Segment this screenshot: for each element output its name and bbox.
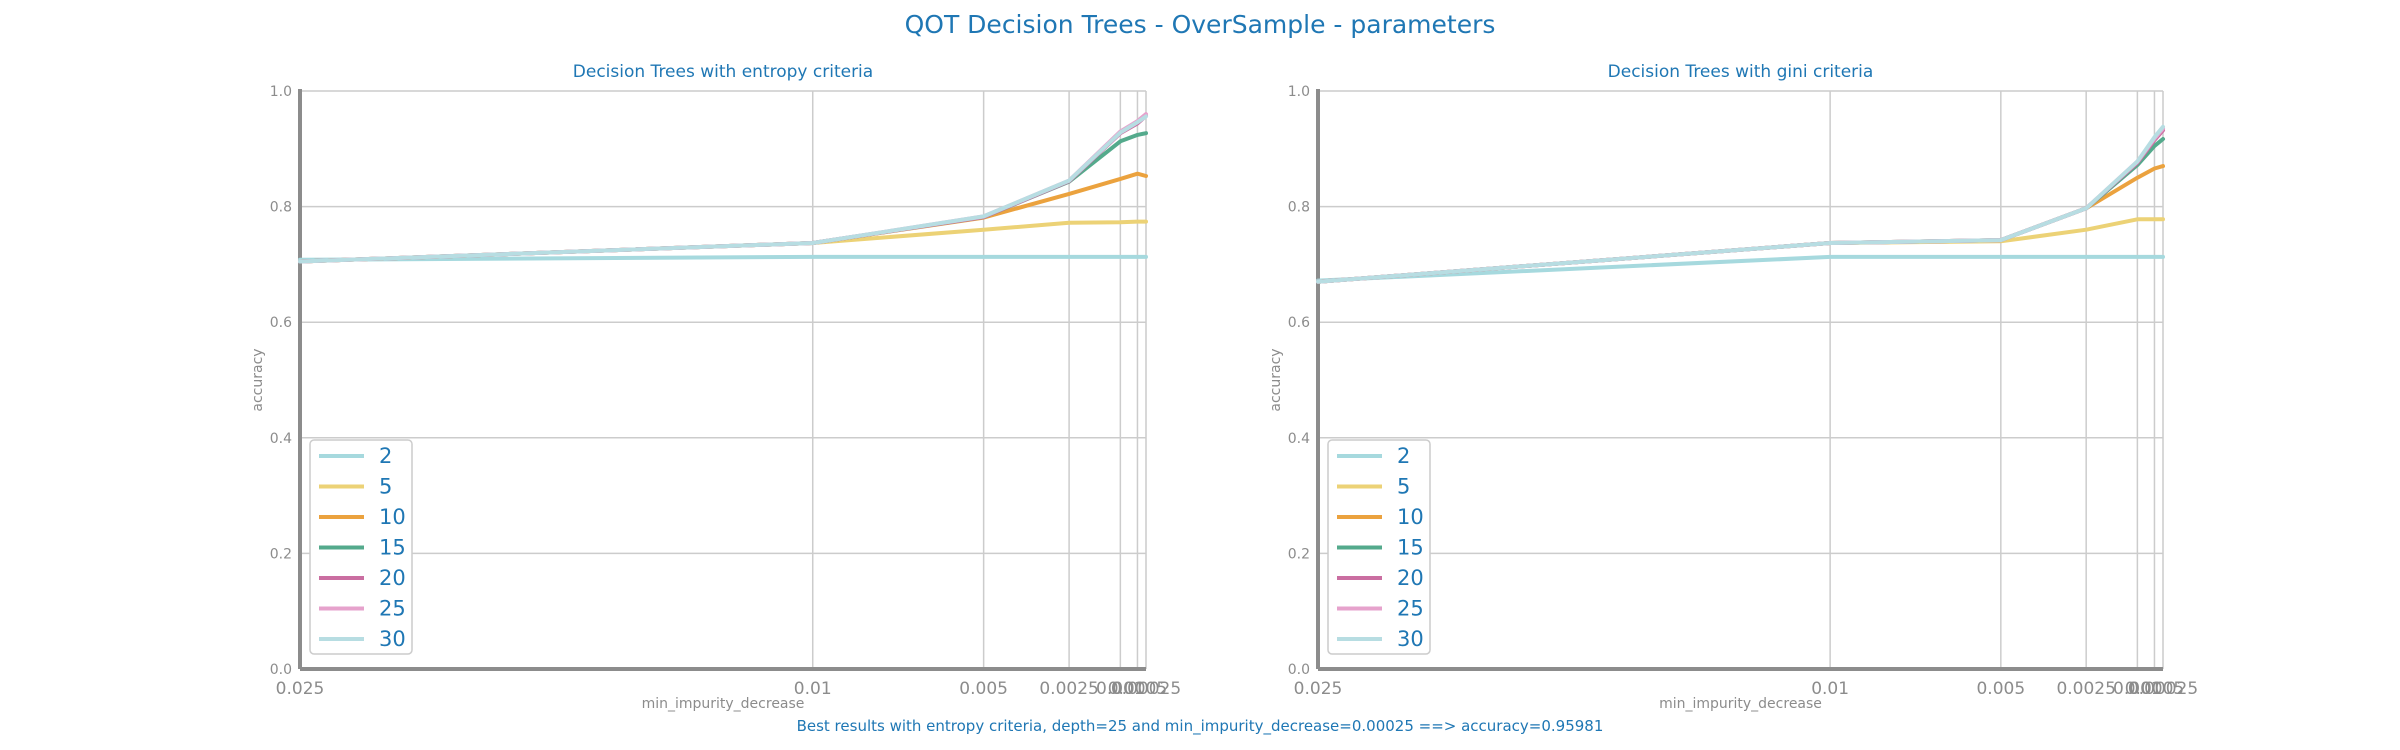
y-tick-label: 0.8 (270, 200, 292, 216)
legend-label-10: 10 (1397, 505, 1424, 529)
legend-label-25: 25 (379, 597, 406, 621)
x-tick-label: 0.00025 (2128, 679, 2198, 699)
chart-title: Decision Trees with entropy criteria (573, 62, 873, 82)
legend-label-30: 30 (379, 627, 406, 651)
legend-label-20: 20 (379, 566, 406, 590)
x-tick-label: 0.025 (1294, 679, 1343, 699)
legend-label-5: 5 (379, 475, 392, 499)
y-tick-label: 0.8 (1288, 200, 1310, 216)
x-tick-label: 0.001 (1096, 679, 1145, 699)
legend-label-20: 20 (1397, 566, 1424, 590)
x-axis-label: min_impurity_decrease (1659, 696, 1822, 712)
y-tick-label: 0.4 (1288, 431, 1310, 447)
y-tick-label: 0.2 (1288, 546, 1310, 562)
x-tick-label: 0.025 (276, 679, 325, 699)
legend-label-2: 2 (1397, 444, 1410, 468)
chart-panel-2: Decision Trees with gini criteria 0.0 0.2 0… (1268, 62, 2198, 712)
x-axis-label: min_impurity_decrease (642, 696, 805, 712)
y-tick-label: 0.4 (270, 431, 292, 447)
legend-label-15: 15 (1397, 536, 1424, 560)
chart-panel-1: Decision Trees with entropy criteria0.00… (250, 62, 1181, 712)
x-tick-label: 0.001 (2113, 679, 2162, 699)
series-line-2 (1316, 254, 2165, 283)
y-tick-label: 0.6 (270, 315, 292, 331)
legend-label-30: 30 (1397, 627, 1424, 651)
series-line-15 (298, 131, 1148, 264)
x-tick-label: 0.0005 (2125, 679, 2184, 699)
series-line-30 (298, 114, 1148, 264)
y-tick-label: 1.0 (270, 84, 292, 100)
legend-label-25: 25 (1397, 597, 1424, 621)
x-tick-label: 0.01 (794, 679, 832, 699)
legend-label-10: 10 (379, 505, 406, 529)
series-line-20 (298, 113, 1148, 264)
figure-title: QOT Decision Trees - OverSample - parame… (905, 10, 1496, 39)
y-axis-label: accuracy (1268, 348, 1284, 411)
x-tick-label: 0.0025 (1039, 679, 1098, 699)
series-line-30 (1316, 124, 2165, 284)
x-tick-label: 0.005 (959, 679, 1008, 699)
y-tick-label: 1.0 (1288, 84, 1310, 100)
y-axis-label: accuracy (250, 348, 266, 411)
legend-label-5: 5 (1397, 475, 1410, 499)
y-tick-label: 0.6 (1288, 315, 1310, 331)
series-line-25 (298, 112, 1148, 264)
x-tick-label: 0.005 (1976, 679, 2025, 699)
best-result-caption: Best results with entropy criteria, dept… (797, 717, 1604, 736)
x-tick-label: 0.0025 (2056, 679, 2115, 699)
y-tick-label: 0.0 (270, 662, 292, 678)
legend-label-15: 15 (379, 536, 406, 560)
series-line-2 (298, 254, 1148, 262)
x-tick-label: 0.01 (1811, 679, 1849, 699)
x-tick-label: 0.0005 (1108, 679, 1167, 699)
chart-title: Decision Trees with gini criteria (1608, 62, 1874, 82)
x-tick-label: 0.00025 (1111, 679, 1181, 699)
legend-label-2: 2 (379, 444, 392, 468)
series-line-10 (298, 171, 1148, 264)
y-tick-label: 0.0 (1288, 662, 1310, 678)
series-line-10 (1316, 164, 2165, 284)
y-tick-label: 0.2 (270, 546, 292, 562)
